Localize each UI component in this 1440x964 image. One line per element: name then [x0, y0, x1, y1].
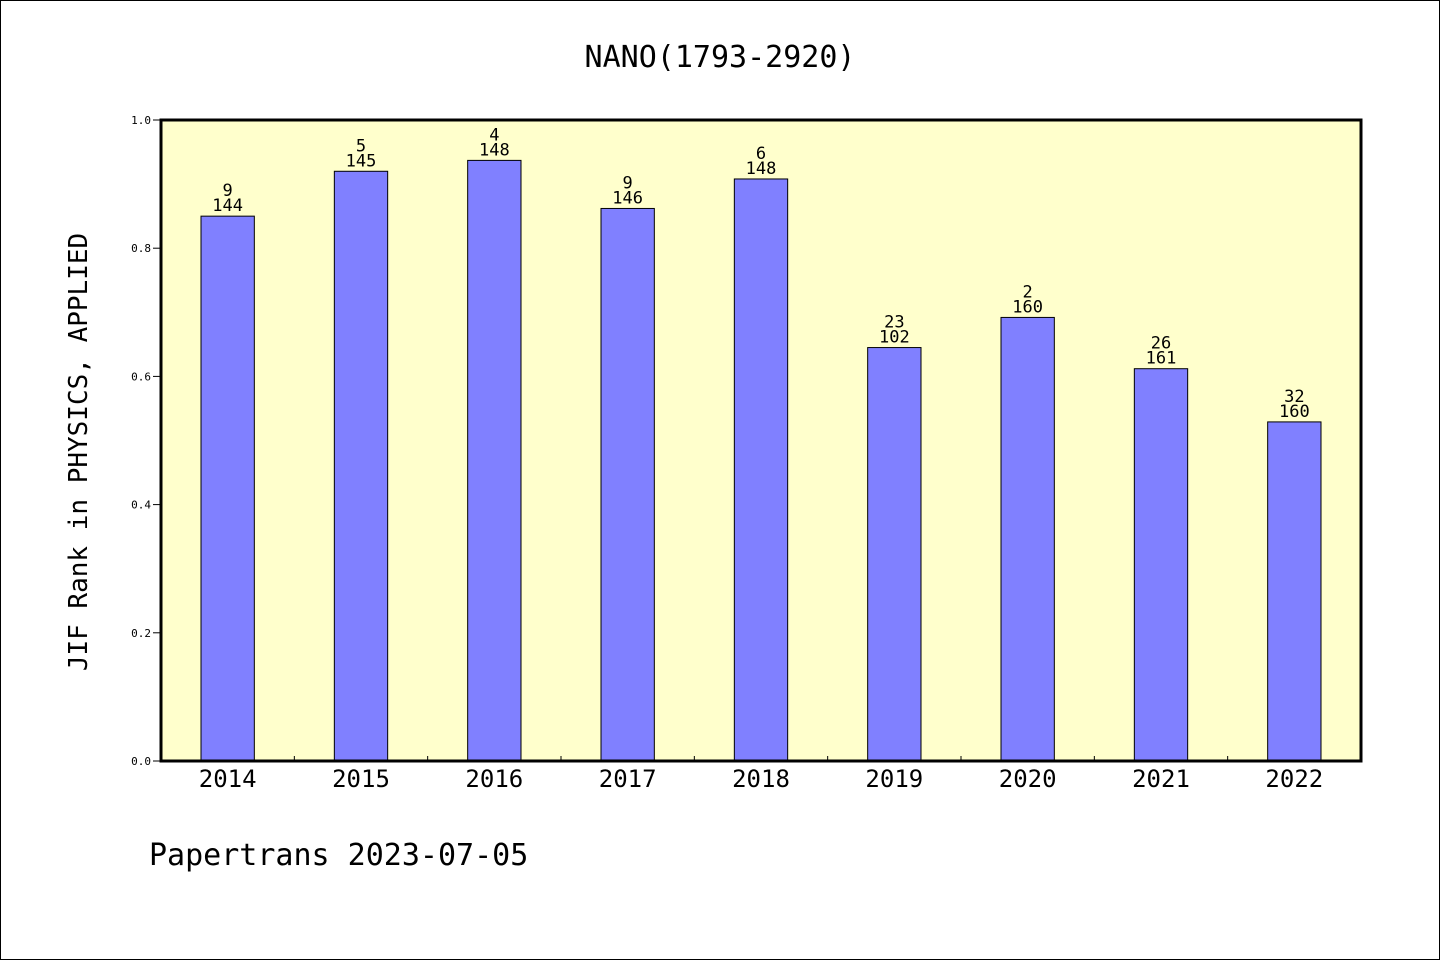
- total-label-2020: 160: [1012, 297, 1043, 317]
- x-tick-label-2018: 2018: [732, 765, 790, 793]
- y-axis-ticks: 0.0 0.2 0.4 0.6 0.8 1.0: [131, 114, 161, 768]
- total-label-2015: 145: [346, 151, 377, 171]
- footer-text: Papertrans 2023-07-05: [149, 838, 528, 873]
- x-axis-ticks: 2014 2015 2016 2017 2018 2019 2020 2021 2022: [199, 756, 1323, 793]
- bar-2016: [467, 159, 522, 762]
- bar-2020: [1000, 316, 1055, 762]
- y-tick-label: 1.0: [131, 114, 151, 127]
- x-tick-label-2014: 2014: [199, 765, 257, 793]
- y-tick-label: 0.0: [131, 755, 151, 768]
- x-tick-label-2022: 2022: [1265, 765, 1323, 793]
- rank-label-2016: 4: [489, 125, 499, 145]
- x-tick-label-2019: 2019: [865, 765, 923, 793]
- rank-label-2020: 2: [1023, 282, 1033, 302]
- total-label-2021: 161: [1146, 349, 1177, 369]
- y-tick-label: 0.2: [131, 627, 151, 640]
- x-tick-label-2021: 2021: [1132, 765, 1190, 793]
- x-tick-label-2020: 2020: [999, 765, 1057, 793]
- rank-label-2021: 26: [1151, 334, 1171, 354]
- rank-label-2019: 23: [884, 313, 904, 333]
- x-tick-label-2016: 2016: [465, 765, 523, 793]
- rank-label-2022: 32: [1284, 387, 1304, 407]
- rank-label-2018: 6: [756, 144, 766, 164]
- chart-title: NANO(1793-2920): [585, 40, 856, 75]
- bar-2022: [1267, 421, 1322, 762]
- bar-2021: [1133, 368, 1189, 762]
- total-label-2018: 148: [746, 159, 777, 179]
- total-label-2019: 102: [879, 328, 910, 348]
- total-label-2014: 144: [212, 196, 243, 216]
- bar-2019: [867, 347, 922, 762]
- x-tick-label-2015: 2015: [332, 765, 390, 793]
- bar-2017: [600, 207, 655, 762]
- y-tick-label: 0.4: [131, 499, 151, 512]
- y-tick-label: 0.6: [131, 370, 151, 383]
- y-axis-label: JIF Rank in PHYSICS, APPLIED: [64, 233, 94, 671]
- bar-2018: [733, 178, 789, 762]
- total-label-2017: 146: [612, 188, 643, 208]
- total-label-2016: 148: [479, 140, 510, 160]
- x-tick-label-2017: 2017: [599, 765, 657, 793]
- total-label-2022: 160: [1279, 402, 1310, 422]
- bar-2014: [200, 215, 255, 762]
- rank-label-2014: 9: [223, 181, 233, 201]
- rank-label-2017: 9: [623, 173, 633, 193]
- bars-group: [200, 159, 1322, 762]
- y-tick-label: 0.8: [131, 242, 151, 255]
- plot-border: [159, 118, 1363, 763]
- bar-2015: [333, 170, 389, 762]
- rank-label-2015: 5: [356, 136, 366, 156]
